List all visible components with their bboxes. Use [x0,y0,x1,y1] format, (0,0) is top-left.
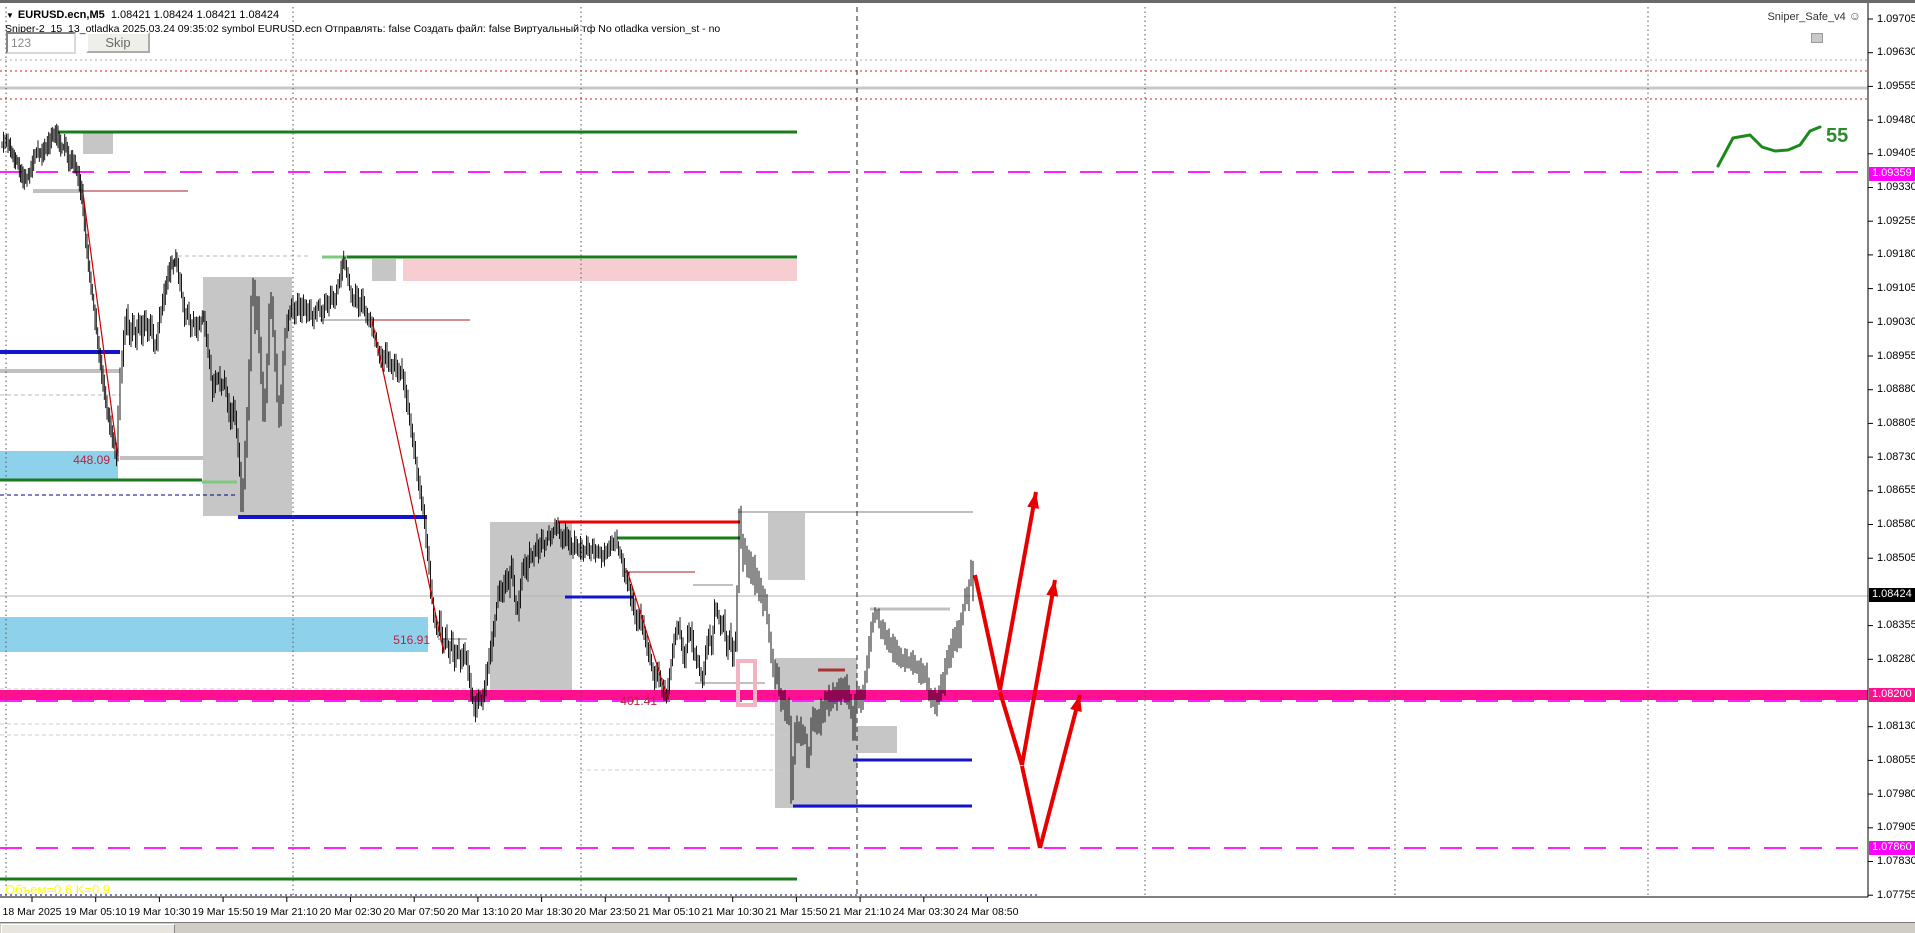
price-tick-label: 1.09480 [1877,113,1915,126]
time-axis-label: 21 Mar 15:50 [765,906,828,918]
price-tick-label: 1.07980 [1877,787,1915,800]
time-axis-label: 20 Mar 02:30 [319,906,382,918]
ea-mini-icon [1811,33,1823,43]
horizontal-scrollbar[interactable] [0,922,1915,933]
time-axis-label: 21 Mar 05:10 [638,906,700,918]
scrollbar-thumb[interactable] [1,924,175,933]
quote-values: 1.08421 1.08424 1.08421 1.08424 [110,9,280,21]
price-tick-label: 1.08130 [1877,720,1915,733]
price-tick-label: 1.08355 [1877,619,1915,632]
symbol-dropdown-icon[interactable]: ▼ [6,11,14,20]
time-axis-label: 20 Mar 07:50 [383,906,446,918]
volume-label: Объем=0.6 K=0.9 [5,882,111,897]
price-tick-label: 1.07755 [1877,888,1915,901]
price-level-badge: 1.09359 [1869,167,1915,182]
price-tick-label: 1.08580 [1877,518,1915,530]
ea-number-input[interactable] [6,32,76,54]
chart-canvas [0,3,1873,902]
price-tick-label: 1.08280 [1877,652,1915,665]
time-axis-label: 20 Mar 13:10 [446,906,509,918]
time-axis-label: 19 Mar 05:10 [64,906,127,918]
measure-label: 516.91 [393,633,430,647]
price-level-badge: 1.07860 [1869,841,1915,856]
price-level-badge: 1.08424 [1869,587,1915,602]
time-axis-label: 21 Mar 21:10 [829,906,892,918]
ea-name-label: Sniper_Safe_v4 ☺ [1767,9,1861,23]
price-tick-label: 1.07905 [1877,821,1915,834]
time-axis-label: 20 Mar 18:30 [510,906,573,918]
time-axis-label: 19 Mar 10:30 [128,906,191,918]
price-tick-label: 1.09030 [1877,315,1915,328]
indicator-value: 55 [1826,125,1849,147]
time-axis-label: 19 Mar 15:50 [192,906,255,918]
price-tick-label: 1.08880 [1877,383,1915,396]
price-tick-label: 1.08055 [1877,753,1915,766]
price-level-badge: 1.08200 [1869,688,1915,703]
measure-label: 448.09 [73,453,110,467]
symbol-header: ▼ EURUSD.ecn,M5 1.08421 1.08424 1.08421 1… [6,9,279,21]
price-tick-label: 1.09255 [1877,214,1915,227]
time-axis-label: 19 Mar 21:10 [255,906,318,918]
price-tick-label: 1.08505 [1877,551,1915,564]
time-axis-label: 21 Mar 10:30 [701,906,764,918]
price-tick-label: 1.09630 [1877,46,1915,59]
measure-label: 401.41 [620,694,657,708]
time-axis-label: 24 Mar 08:50 [956,906,1019,918]
price-tick-label: 1.09330 [1877,181,1915,193]
price-tick-label: 1.08730 [1877,450,1915,463]
smiley-icon: ☺ [1848,9,1861,23]
chart-region: ▼ EURUSD.ecn,M5 1.08421 1.08424 1.08421 1… [0,3,1915,933]
time-axis-label: 20 Mar 23:50 [574,906,637,918]
price-tick-label: 1.08805 [1877,416,1915,429]
price-tick-label: 1.09555 [1877,79,1915,92]
ea-comment-line: Sniper-2_15_13_otladka 2025.03.24 09:35:… [5,23,721,35]
price-tick-label: 1.09180 [1877,248,1915,261]
price-tick-label: 1.08955 [1877,349,1915,362]
price-tick-label: 1.09705 [1877,12,1915,25]
time-axis-label: 18 Mar 2025 [2,906,62,918]
price-tick-label: 1.07830 [1877,855,1915,867]
price-tick-label: 1.08655 [1877,484,1915,497]
price-tick-label: 1.09405 [1877,147,1915,160]
time-axis-label: 24 Mar 03:30 [892,906,955,918]
price-tick-label: 1.09105 [1877,282,1915,295]
symbol-title: EURUSD.ecn,M5 [17,9,105,21]
skip-button[interactable]: Skip [86,32,150,53]
